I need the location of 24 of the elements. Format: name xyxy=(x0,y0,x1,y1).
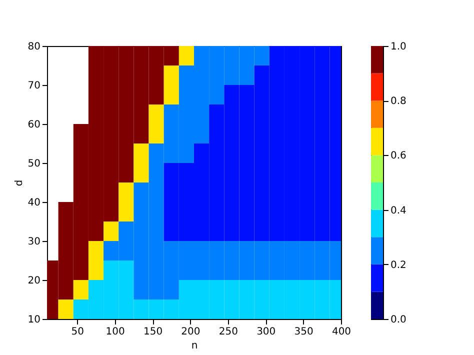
y-tick-label: 60 xyxy=(28,120,40,130)
y-tick-label: 40 xyxy=(28,198,40,208)
color-bar-label: 0.8 xyxy=(390,96,406,108)
y-tick-label: 80 xyxy=(28,42,40,52)
y-tick-label: 50 xyxy=(28,158,40,170)
color-bar-label: 0.0 xyxy=(390,314,406,326)
x-tick-label: 300 xyxy=(256,326,276,338)
y-tick-label: 20 xyxy=(28,276,40,286)
color-bar-label: 0.6 xyxy=(390,150,406,162)
x-tick-label: 250 xyxy=(218,326,238,338)
color-bar-label: 0.2 xyxy=(390,260,406,271)
x-axis-title: n xyxy=(191,340,198,352)
y-tick-label: 70 xyxy=(28,80,40,92)
x-tick-label: 100 xyxy=(106,326,125,338)
y-tick-label: 10 xyxy=(28,314,40,326)
color-bar-label: 0.4 xyxy=(390,205,406,216)
y-axis-title: d xyxy=(14,180,25,186)
y-tick-label: 30 xyxy=(28,236,40,248)
color-bar-label: 1.0 xyxy=(390,42,406,52)
x-tick-label: 150 xyxy=(143,326,163,338)
x-tick-label: 50 xyxy=(71,326,84,338)
x-tick-label: 400 xyxy=(332,326,352,338)
x-tick-label: 200 xyxy=(181,326,200,338)
x-tick-label: 350 xyxy=(294,326,314,338)
